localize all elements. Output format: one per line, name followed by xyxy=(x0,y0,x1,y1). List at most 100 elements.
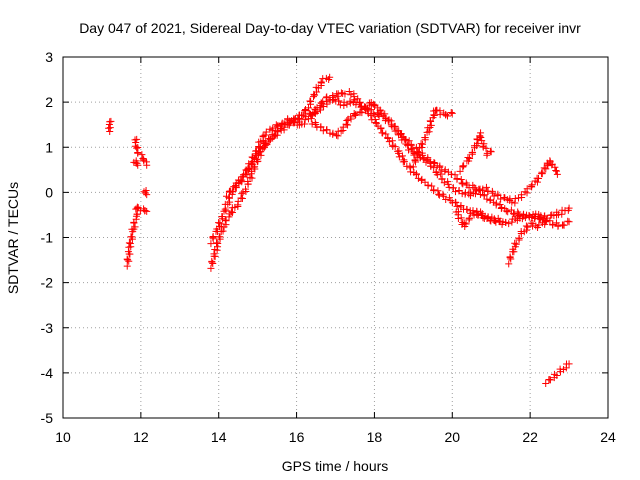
chart-title: Day 047 of 2021, Sidereal Day-to-day VTE… xyxy=(79,20,581,36)
track-h-point xyxy=(459,180,467,188)
track-g-point xyxy=(400,158,408,166)
track-i-point xyxy=(497,195,505,203)
track-a-point xyxy=(107,117,115,125)
track-n-point xyxy=(542,380,550,387)
track-g-point xyxy=(391,143,399,151)
y-tick-label: -5 xyxy=(41,410,54,426)
y-tick-label: -2 xyxy=(41,275,54,291)
track-g-point xyxy=(434,187,442,195)
track-g-point xyxy=(421,178,429,186)
track-g-point xyxy=(216,219,224,227)
track-j-point xyxy=(430,112,438,120)
track-f-point xyxy=(210,250,218,258)
track-h-point xyxy=(502,207,510,215)
track-i-point xyxy=(449,184,457,192)
track-k-point xyxy=(467,209,475,217)
x-tick-label: 18 xyxy=(367,429,383,445)
track-i-point xyxy=(393,127,401,135)
x-axis-label: GPS time / hours xyxy=(282,458,389,474)
track-f-point xyxy=(238,190,246,198)
track-h-point xyxy=(239,171,247,179)
track-f-point xyxy=(208,257,216,265)
track-i-point xyxy=(426,158,434,166)
track-i-point xyxy=(369,100,377,108)
track-i-point xyxy=(482,183,490,191)
track-m-point xyxy=(535,221,543,229)
track-i-point xyxy=(319,127,327,135)
x-tick-label: 12 xyxy=(133,429,149,445)
track-h-point xyxy=(284,115,292,123)
track-h-point xyxy=(546,217,554,225)
track-g-point xyxy=(337,89,345,97)
track-f-point xyxy=(221,216,229,224)
track-g-point xyxy=(263,141,271,149)
track-g-point xyxy=(379,129,387,137)
track-a-point xyxy=(105,124,113,132)
track-f-point xyxy=(214,240,222,248)
track-h-point xyxy=(457,176,465,184)
track-g-point xyxy=(345,88,353,96)
track-i-point xyxy=(552,167,560,175)
track-g-point xyxy=(398,152,406,160)
track-l-point xyxy=(477,134,485,142)
track-g-point xyxy=(377,124,385,132)
track-i-point xyxy=(387,121,395,129)
track-c-point xyxy=(134,149,142,157)
y-tick-label: -3 xyxy=(41,320,54,336)
track-j-point xyxy=(409,163,417,171)
track-m-point xyxy=(532,222,540,230)
x-tick-label: 20 xyxy=(444,429,460,445)
track-c-point xyxy=(133,144,141,152)
track-g-point xyxy=(505,220,513,228)
track-h-point xyxy=(274,122,282,130)
track-c-point xyxy=(143,161,151,169)
track-h-point xyxy=(310,108,318,116)
track-k-point xyxy=(499,218,507,226)
track-h-point xyxy=(453,175,461,183)
track-i-point xyxy=(339,123,347,131)
track-h-point xyxy=(236,177,244,185)
track-h-point xyxy=(496,201,504,209)
track-h-point xyxy=(356,99,364,107)
track-l-point xyxy=(460,162,468,170)
track-j-point xyxy=(427,121,435,129)
track-i-point xyxy=(410,150,418,158)
track-h-point xyxy=(565,218,573,226)
track-h-point xyxy=(343,100,351,108)
track-j-point xyxy=(427,118,435,126)
track-i-point xyxy=(538,168,546,176)
track-m-point xyxy=(527,219,535,227)
track-g-point xyxy=(215,219,223,227)
y-axis-label: SDTVAR / TECUs xyxy=(5,182,21,294)
track-n-point xyxy=(553,372,561,380)
track-g-point xyxy=(452,199,460,207)
track-h-point xyxy=(521,214,529,222)
y-tick-label: 1 xyxy=(45,139,53,155)
track-h-point xyxy=(367,106,375,114)
track-i-point xyxy=(430,164,438,172)
track-g-point xyxy=(430,186,438,194)
track-e-point xyxy=(141,189,149,197)
track-g-point xyxy=(382,130,390,138)
x-tick-label: 16 xyxy=(289,429,305,445)
track-i-point xyxy=(347,113,355,121)
track-l-point xyxy=(466,154,474,162)
track-b-point xyxy=(125,239,133,247)
track-h-point xyxy=(272,121,280,129)
track-f-point xyxy=(212,239,220,247)
track-i-point xyxy=(490,192,498,200)
x-tick-label: 24 xyxy=(600,429,616,445)
track-j-point xyxy=(442,111,450,119)
track-i-point xyxy=(528,181,536,189)
track-g-point xyxy=(395,149,403,157)
grid-layer xyxy=(63,57,608,418)
track-m-point xyxy=(506,253,514,261)
track-b-point xyxy=(143,207,151,215)
track-i-point xyxy=(517,191,525,199)
track-h-point xyxy=(223,192,230,200)
track-g-point xyxy=(245,165,253,173)
track-h-point xyxy=(486,196,494,204)
track-i-point xyxy=(323,126,331,134)
track-i-point xyxy=(350,110,358,118)
track-a-point xyxy=(106,127,114,135)
